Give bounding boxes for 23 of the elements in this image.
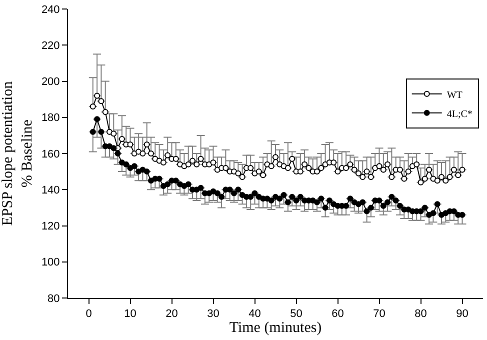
y-tick-label: 180 [41,112,60,124]
x-tick-label: 80 [414,308,427,320]
y-tick-label: 100 [41,256,60,269]
y-tick-label: 220 [41,40,60,52]
x-tick-label: 90 [456,308,468,320]
x-tick-label: 60 [332,308,344,320]
x-tick-label: 0 [86,308,92,320]
x-tick-label: 20 [166,308,178,320]
legend-label: WT [446,90,462,101]
y-tick-label: 140 [41,184,60,196]
x-tick-label: 10 [124,308,136,320]
y-axis-title: EPSP slope potentiation % Baseline [0,80,36,226]
y-tick-label: 160 [41,148,60,160]
x-axis-title: Time (minutes) [229,320,322,336]
y-tick-label: 80 [48,292,60,305]
y-tick-label: 200 [41,76,60,88]
y-tick-label: 120 [41,220,60,233]
x-tick-label: 70 [373,308,386,320]
legend-label: 4L;C* [446,108,472,120]
x-tick-label: 40 [248,308,261,320]
y-tick-label: 240 [41,4,60,16]
x-tick-label: 30 [207,308,220,320]
x-tick-label: 50 [290,308,302,320]
